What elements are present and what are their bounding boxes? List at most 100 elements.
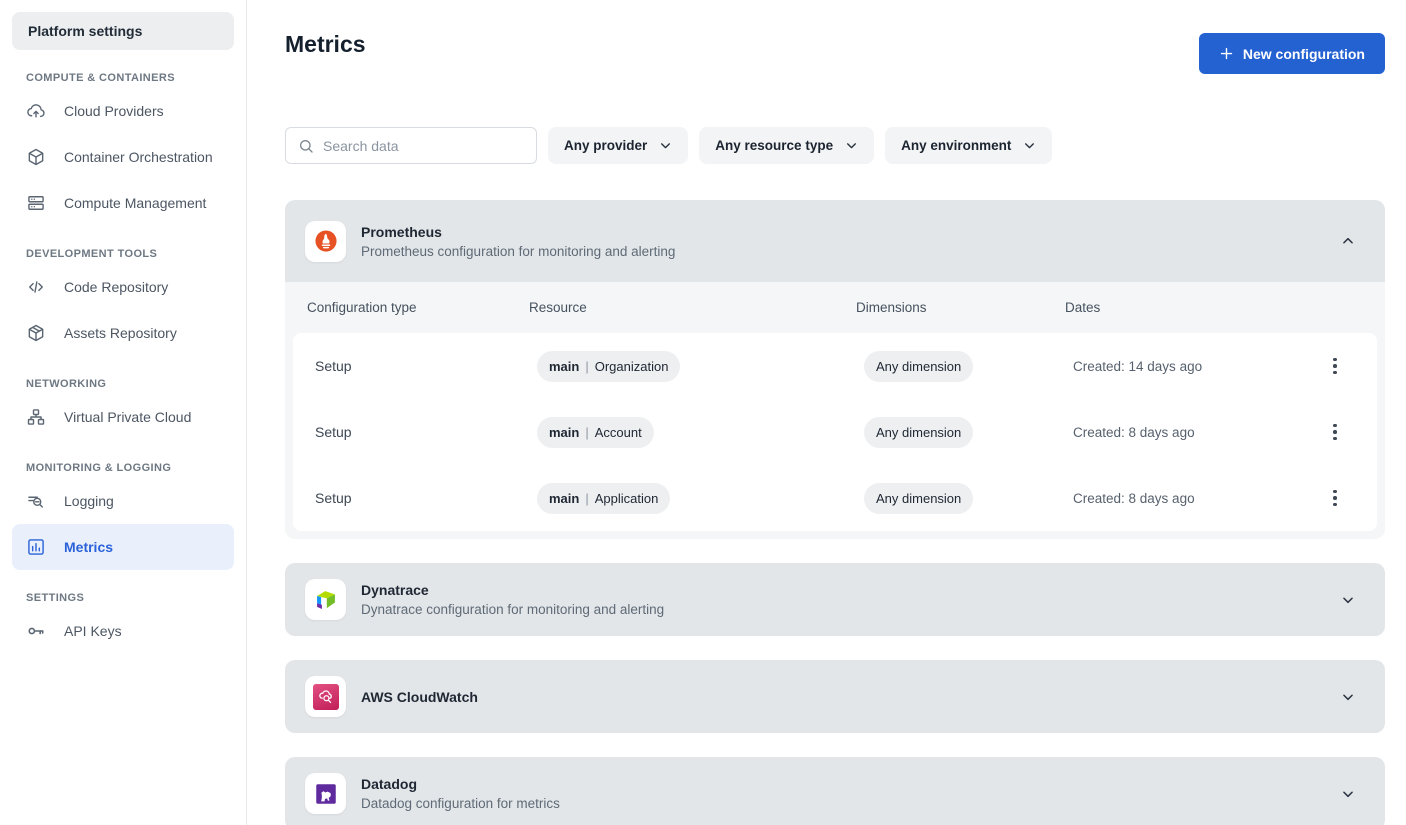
chevron-down-icon[interactable]: [1341, 690, 1355, 704]
search-box[interactable]: [285, 127, 537, 164]
prometheus-card-header[interactable]: Prometheus Prometheus configuration for …: [285, 200, 1385, 282]
prometheus-logo-icon: [305, 220, 346, 262]
resource-name: Application: [594, 490, 659, 506]
column-header-dimensions: Dimensions: [856, 300, 927, 315]
dates-cell: Created: 8 days ago: [1073, 490, 1195, 506]
resource-env: main: [549, 358, 580, 374]
server-stack-icon: [26, 193, 46, 213]
sidebar-item-label: Code Repository: [64, 279, 169, 295]
environment-filter-label: Any environment: [901, 138, 1012, 153]
code-icon: [26, 277, 46, 297]
resource-env: main: [549, 424, 580, 440]
table-row: Setup main | Organization Any dimension Cr…: [293, 333, 1377, 399]
sidebar-item-label: Metrics: [64, 539, 114, 555]
resource-separator: |: [585, 358, 589, 374]
datadog-logo-icon: [305, 773, 346, 814]
section-title-dev-tools: Development Tools: [26, 248, 158, 260]
sidebar-item-logging[interactable]: Logging: [12, 478, 234, 524]
search-input[interactable]: [323, 137, 524, 154]
resource-type-filter-label: Any resource type: [715, 138, 834, 153]
sidebar-item-label: Compute Management: [64, 195, 207, 211]
environment-filter-dropdown[interactable]: Any environment: [885, 127, 1053, 164]
provider-card-prometheus: Prometheus Prometheus configuration for …: [285, 200, 1385, 539]
provider-description: Datadog configuration for metrics: [361, 796, 560, 811]
platform-settings-label: Platform settings: [28, 23, 143, 39]
sidebar-item-virtual-private-cloud[interactable]: Virtual Private Cloud: [12, 394, 234, 440]
sidebar-item-assets-repository[interactable]: Assets Repository: [12, 310, 234, 356]
resource-separator: |: [585, 490, 589, 506]
chevron-down-icon: [1025, 143, 1035, 149]
dynatrace-card-header[interactable]: Dynatrace Dynatrace configuration for mo…: [285, 563, 1385, 636]
datadog-card-header[interactable]: Datadog Datadog configuration for metric…: [285, 757, 1385, 825]
provider-card-aws-cloudwatch: AWS CloudWatch: [285, 660, 1385, 733]
chevron-down-icon[interactable]: [1341, 593, 1355, 607]
section-title-networking: Networking: [26, 378, 107, 390]
sidebar-item-label: Virtual Private Cloud: [64, 409, 192, 425]
cube-icon: [26, 147, 46, 167]
provider-card-datadog: Datadog Datadog configuration for metric…: [285, 757, 1385, 825]
new-configuration-label: New configuration: [1242, 45, 1365, 62]
new-configuration-button[interactable]: New configuration: [1198, 33, 1385, 74]
provider-name: AWS CloudWatch: [361, 688, 478, 705]
column-header-resource: Resource: [529, 300, 587, 315]
provider-description: Prometheus configuration for monitoring …: [361, 243, 676, 259]
dynatrace-logo-icon: [305, 579, 346, 620]
provider-name: Prometheus: [361, 223, 442, 240]
sidebar-item-api-keys[interactable]: API Keys: [12, 608, 234, 654]
resource-type-filter-dropdown[interactable]: Any resource type: [699, 127, 875, 164]
provider-name: Dynatrace: [361, 582, 429, 598]
resource-name: Account: [594, 424, 642, 440]
resource-env: main: [549, 490, 580, 506]
section-title-monitoring: Monitoring & Logging: [26, 462, 172, 474]
provider-name: Datadog: [361, 776, 417, 792]
provider-filter-dropdown[interactable]: Any provider: [548, 127, 689, 164]
provider-filter-label: Any provider: [564, 138, 648, 153]
sidebar-item-metrics[interactable]: Metrics: [12, 524, 234, 570]
main-content: Metrics New configuration Any provider A…: [247, 0, 1406, 825]
bar-chart-icon: [26, 537, 46, 557]
aws-cloudwatch-card-header[interactable]: AWS CloudWatch: [285, 660, 1385, 733]
section-title-settings: Settings: [26, 592, 85, 604]
sidebar-item-cloud-providers[interactable]: Cloud Providers: [12, 88, 234, 134]
platform-settings-header[interactable]: Platform settings: [12, 12, 234, 50]
filter-bar: Any provider Any resource type Any envir…: [285, 127, 1385, 164]
sidebar-item-code-repository[interactable]: Code Repository: [12, 264, 234, 310]
row-actions-menu-icon[interactable]: [1321, 484, 1349, 512]
dimensions-badge: Any dimension: [864, 482, 974, 514]
table-body: Setup main | Organization Any dimension Cr…: [293, 333, 1377, 531]
sidebar-item-label: API Keys: [64, 623, 122, 639]
sidebar-item-label: Cloud Providers: [64, 103, 164, 119]
dimensions-badge: Any dimension: [864, 350, 974, 382]
sidebar-item-label: Logging: [64, 493, 114, 509]
column-header-dates: Dates: [1065, 300, 1101, 315]
sidebar: Platform settings Compute & Containers C…: [0, 0, 247, 825]
page-title: Metrics: [285, 31, 366, 57]
chevron-down-icon: [661, 143, 671, 149]
row-actions-menu-icon[interactable]: [1321, 352, 1349, 380]
dates-cell: Created: 8 days ago: [1073, 424, 1195, 440]
table-row: Setup main | Application Any dimension Cre…: [293, 465, 1377, 531]
log-search-icon: [26, 491, 46, 511]
resource-badge: main | Organization: [537, 350, 681, 382]
sidebar-item-label: Container Orchestration: [64, 149, 213, 165]
configuration-type-cell: Setup: [315, 490, 352, 506]
sidebar-item-compute-management[interactable]: Compute Management: [12, 180, 234, 226]
prometheus-config-table: Configuration type Resource Dimensions D…: [285, 282, 1385, 539]
table-row: Setup main | Account Any dimension Created…: [293, 399, 1377, 465]
package-icon: [26, 323, 46, 343]
chevron-up-icon[interactable]: [1341, 234, 1355, 248]
configuration-type-cell: Setup: [315, 358, 352, 374]
sidebar-item-label: Assets Repository: [64, 325, 177, 341]
search-icon: [300, 139, 313, 153]
resource-separator: |: [585, 424, 589, 440]
network-icon: [26, 407, 46, 427]
configuration-type-cell: Setup: [315, 424, 352, 440]
row-actions-menu-icon[interactable]: [1321, 418, 1349, 446]
plus-icon: [1219, 46, 1234, 61]
sidebar-item-container-orchestration[interactable]: Container Orchestration: [12, 134, 234, 180]
aws-cloudwatch-logo-icon: [305, 676, 346, 717]
chevron-down-icon[interactable]: [1341, 787, 1355, 801]
dimensions-badge: Any dimension: [864, 416, 974, 448]
table-header-row: Configuration type Resource Dimensions D…: [285, 282, 1385, 333]
resource-name: Organization: [594, 358, 669, 374]
